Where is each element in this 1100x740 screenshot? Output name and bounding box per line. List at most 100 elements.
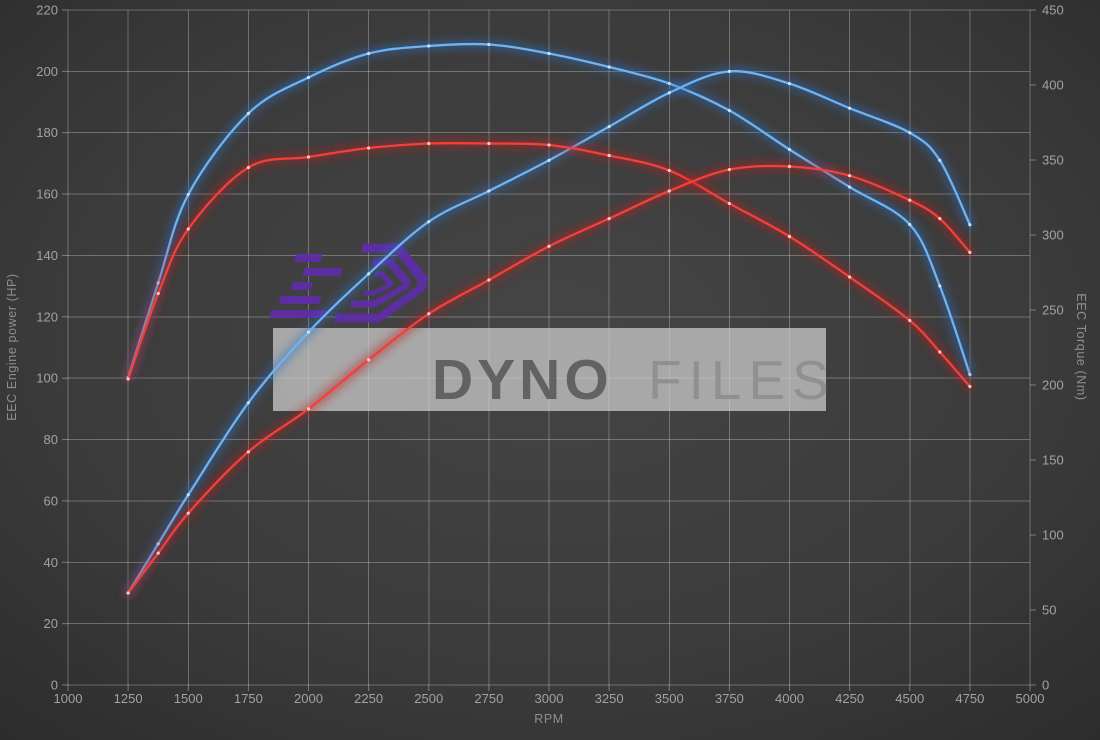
data-point-marker — [848, 275, 852, 279]
data-point-marker — [547, 51, 551, 56]
tick-label: 150 — [1042, 453, 1064, 468]
data-point-marker — [427, 312, 431, 316]
tick-label: 2250 — [354, 691, 383, 706]
tick-label: 3500 — [655, 691, 684, 706]
tick-label: 1250 — [114, 691, 143, 706]
data-point-marker — [607, 124, 611, 129]
tick-label: 450 — [1042, 3, 1064, 18]
right-axis-title: EEC Torque (Nm) — [1074, 293, 1088, 400]
watermark-band — [273, 328, 826, 411]
tick-label: 40 — [44, 555, 58, 570]
data-point-marker — [427, 220, 431, 224]
data-point-marker — [306, 155, 311, 159]
data-point-marker — [186, 227, 190, 231]
tick-label: 1500 — [174, 691, 203, 706]
data-point-marker — [848, 174, 852, 178]
data-point-marker — [306, 75, 311, 80]
left-axis-title: EEC Engine power (HP) — [5, 273, 19, 420]
data-point-marker — [156, 551, 160, 555]
tick-label: 60 — [44, 493, 58, 508]
data-point-marker — [367, 358, 371, 362]
data-point-marker — [246, 450, 250, 454]
data-point-marker — [487, 189, 491, 193]
data-point-marker — [367, 51, 371, 56]
curve-power-blue — [124, 67, 974, 597]
tick-label: 140 — [36, 248, 58, 263]
tick-label: 200 — [1042, 378, 1064, 393]
curve-torque-red — [124, 139, 974, 391]
tick-label: 2000 — [294, 691, 323, 706]
data-point-marker — [938, 217, 942, 221]
data-point-marker — [938, 158, 942, 162]
tick-label: 4750 — [955, 691, 984, 706]
data-point-marker — [968, 223, 972, 227]
tick-label: 1000 — [54, 691, 83, 706]
dyno-curves — [124, 40, 974, 597]
data-point-marker — [126, 591, 130, 595]
data-point-marker — [487, 42, 491, 47]
data-point-marker — [908, 131, 912, 135]
data-point-marker — [367, 272, 371, 276]
data-point-marker — [667, 168, 671, 173]
tick-label: 100 — [1042, 528, 1064, 543]
data-point-marker — [787, 164, 792, 169]
tick-label: 350 — [1042, 153, 1064, 168]
data-point-marker — [908, 198, 912, 202]
tick-label: 0 — [51, 678, 58, 693]
data-point-marker — [186, 511, 190, 515]
data-point-marker — [427, 44, 431, 48]
watermark-text-light: FILES — [648, 349, 836, 411]
data-point-marker — [186, 192, 190, 197]
data-point-marker — [787, 82, 792, 86]
data-point-marker — [908, 222, 912, 227]
data-point-marker — [848, 185, 852, 189]
data-point-marker — [607, 217, 611, 221]
tick-label: 2500 — [414, 691, 443, 706]
tick-label: 1750 — [234, 691, 263, 706]
data-point-marker — [246, 111, 250, 116]
tick-label: 0 — [1042, 678, 1049, 693]
data-point-marker — [547, 158, 551, 162]
watermark: DYNO FILES — [269, 243, 836, 412]
tick-label: 400 — [1042, 78, 1064, 93]
tick-label: 100 — [36, 371, 58, 386]
tick-label: 120 — [36, 309, 58, 324]
axis-ticks: 0 20 40 60 80 100 120 140 160 180 200 220 0 50 100 150 2… — [36, 3, 1063, 707]
data-point-marker — [848, 106, 852, 110]
data-point-marker — [938, 350, 942, 354]
tick-label: 2750 — [474, 691, 503, 706]
tick-label: 50 — [1042, 603, 1056, 618]
tick-label: 80 — [44, 432, 58, 447]
data-point-marker — [727, 69, 731, 73]
data-point-marker — [487, 141, 491, 146]
data-point-marker — [427, 141, 431, 146]
data-point-marker — [547, 244, 551, 248]
data-point-marker — [938, 284, 942, 288]
data-point-marker — [607, 153, 611, 158]
data-point-marker — [667, 81, 671, 86]
tick-label: 20 — [44, 616, 58, 631]
tick-label: 4250 — [835, 691, 864, 706]
data-point-marker — [306, 330, 311, 334]
tick-label: 180 — [36, 125, 58, 140]
data-point-marker — [487, 278, 491, 282]
data-point-marker — [908, 318, 912, 323]
data-point-marker — [246, 165, 250, 170]
tick-label: 160 — [36, 187, 58, 202]
data-point-marker — [727, 201, 731, 206]
tick-label: 250 — [1042, 303, 1064, 318]
tick-label: 4000 — [775, 691, 804, 706]
data-point-marker — [547, 143, 551, 147]
data-point-marker — [968, 372, 972, 377]
data-point-marker — [727, 167, 731, 172]
tick-label: 300 — [1042, 228, 1064, 243]
data-point-marker — [306, 407, 311, 411]
tick-label: 3750 — [715, 691, 744, 706]
tick-label: 3000 — [535, 691, 564, 706]
data-point-marker — [246, 401, 250, 405]
data-point-marker — [607, 65, 611, 69]
tick-label: 220 — [36, 3, 58, 18]
data-point-marker — [787, 234, 792, 239]
data-point-marker — [667, 91, 671, 95]
